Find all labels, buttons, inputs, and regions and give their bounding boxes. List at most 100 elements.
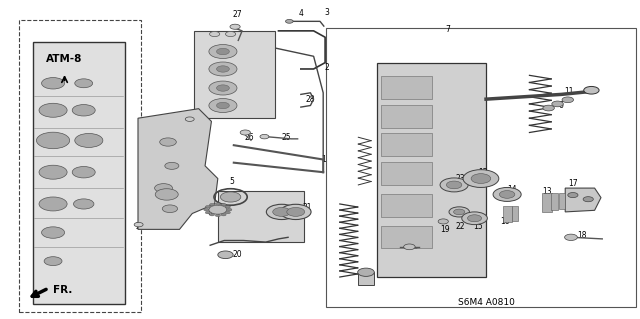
Circle shape xyxy=(75,133,103,147)
Circle shape xyxy=(404,244,415,250)
Text: 8: 8 xyxy=(208,208,212,217)
Bar xyxy=(381,133,433,156)
Circle shape xyxy=(225,211,230,214)
Circle shape xyxy=(209,213,214,216)
Bar xyxy=(33,42,125,304)
Text: 15: 15 xyxy=(474,222,483,231)
Text: ATM-8: ATM-8 xyxy=(46,55,83,64)
Text: 4: 4 xyxy=(298,9,303,18)
Circle shape xyxy=(72,167,95,178)
Circle shape xyxy=(209,81,237,95)
Circle shape xyxy=(209,99,237,113)
Circle shape xyxy=(221,204,226,206)
Circle shape xyxy=(165,162,179,169)
Circle shape xyxy=(215,214,220,217)
Circle shape xyxy=(584,86,599,94)
Text: 22: 22 xyxy=(456,222,465,231)
Text: 27: 27 xyxy=(232,11,242,19)
Circle shape xyxy=(462,212,487,225)
Text: 18: 18 xyxy=(577,231,587,240)
Circle shape xyxy=(280,204,311,219)
Text: 25: 25 xyxy=(282,133,292,142)
Circle shape xyxy=(446,181,462,189)
Text: 5: 5 xyxy=(229,177,234,186)
Circle shape xyxy=(227,208,232,211)
Text: 26: 26 xyxy=(245,133,255,142)
Circle shape xyxy=(185,117,194,122)
Circle shape xyxy=(39,103,67,117)
Bar xyxy=(326,28,636,307)
Circle shape xyxy=(225,32,236,37)
Text: 11: 11 xyxy=(564,87,574,96)
Bar xyxy=(559,193,565,209)
Circle shape xyxy=(209,32,220,37)
Circle shape xyxy=(134,222,143,227)
Text: 6: 6 xyxy=(559,101,564,110)
Circle shape xyxy=(216,102,229,109)
Bar xyxy=(381,226,433,249)
Bar xyxy=(551,193,557,210)
Text: FR.: FR. xyxy=(53,285,72,295)
Text: 19: 19 xyxy=(440,225,449,234)
Text: 21: 21 xyxy=(303,203,312,211)
Circle shape xyxy=(543,105,554,111)
Text: 16: 16 xyxy=(500,217,510,226)
Circle shape xyxy=(454,209,465,215)
Circle shape xyxy=(44,257,62,266)
Circle shape xyxy=(72,105,95,116)
Bar xyxy=(511,205,518,221)
Circle shape xyxy=(205,205,211,208)
Circle shape xyxy=(216,66,229,72)
Circle shape xyxy=(552,101,563,107)
Circle shape xyxy=(209,45,237,58)
Circle shape xyxy=(220,192,241,202)
Circle shape xyxy=(218,251,233,259)
Circle shape xyxy=(42,78,65,89)
Circle shape xyxy=(163,205,177,212)
Circle shape xyxy=(155,184,173,193)
Bar xyxy=(542,193,552,212)
Circle shape xyxy=(287,207,305,216)
Circle shape xyxy=(438,219,449,224)
Bar xyxy=(502,205,511,222)
Circle shape xyxy=(205,211,211,214)
Circle shape xyxy=(36,132,70,149)
Circle shape xyxy=(440,178,468,192)
Text: 13: 13 xyxy=(542,187,552,196)
Bar xyxy=(19,20,141,312)
Circle shape xyxy=(285,19,293,23)
Circle shape xyxy=(583,197,593,202)
Bar xyxy=(381,105,433,128)
Circle shape xyxy=(562,97,573,103)
Text: 23: 23 xyxy=(456,174,465,183)
Circle shape xyxy=(215,203,220,205)
Bar xyxy=(381,76,433,99)
Text: 10: 10 xyxy=(410,242,419,251)
Circle shape xyxy=(75,79,93,88)
Text: 1: 1 xyxy=(321,155,326,164)
Circle shape xyxy=(230,24,240,29)
Bar xyxy=(193,31,275,118)
Circle shape xyxy=(467,215,481,222)
Text: 7: 7 xyxy=(445,25,450,34)
Text: 24: 24 xyxy=(188,120,197,129)
Circle shape xyxy=(221,213,226,216)
Circle shape xyxy=(499,190,515,198)
Text: 24: 24 xyxy=(135,222,145,231)
Circle shape xyxy=(463,170,499,188)
Polygon shape xyxy=(138,109,218,229)
Circle shape xyxy=(160,138,176,146)
Bar xyxy=(358,271,374,285)
Bar xyxy=(378,63,486,277)
Circle shape xyxy=(568,193,578,197)
Circle shape xyxy=(449,207,469,217)
Text: 14: 14 xyxy=(507,185,516,194)
Text: 20: 20 xyxy=(232,250,242,259)
Text: S6M4 A0810: S6M4 A0810 xyxy=(458,298,515,307)
Text: 2: 2 xyxy=(324,63,329,72)
Circle shape xyxy=(216,48,229,55)
Circle shape xyxy=(39,197,67,211)
Text: 17: 17 xyxy=(568,179,578,188)
Circle shape xyxy=(358,268,374,276)
Circle shape xyxy=(471,174,491,183)
